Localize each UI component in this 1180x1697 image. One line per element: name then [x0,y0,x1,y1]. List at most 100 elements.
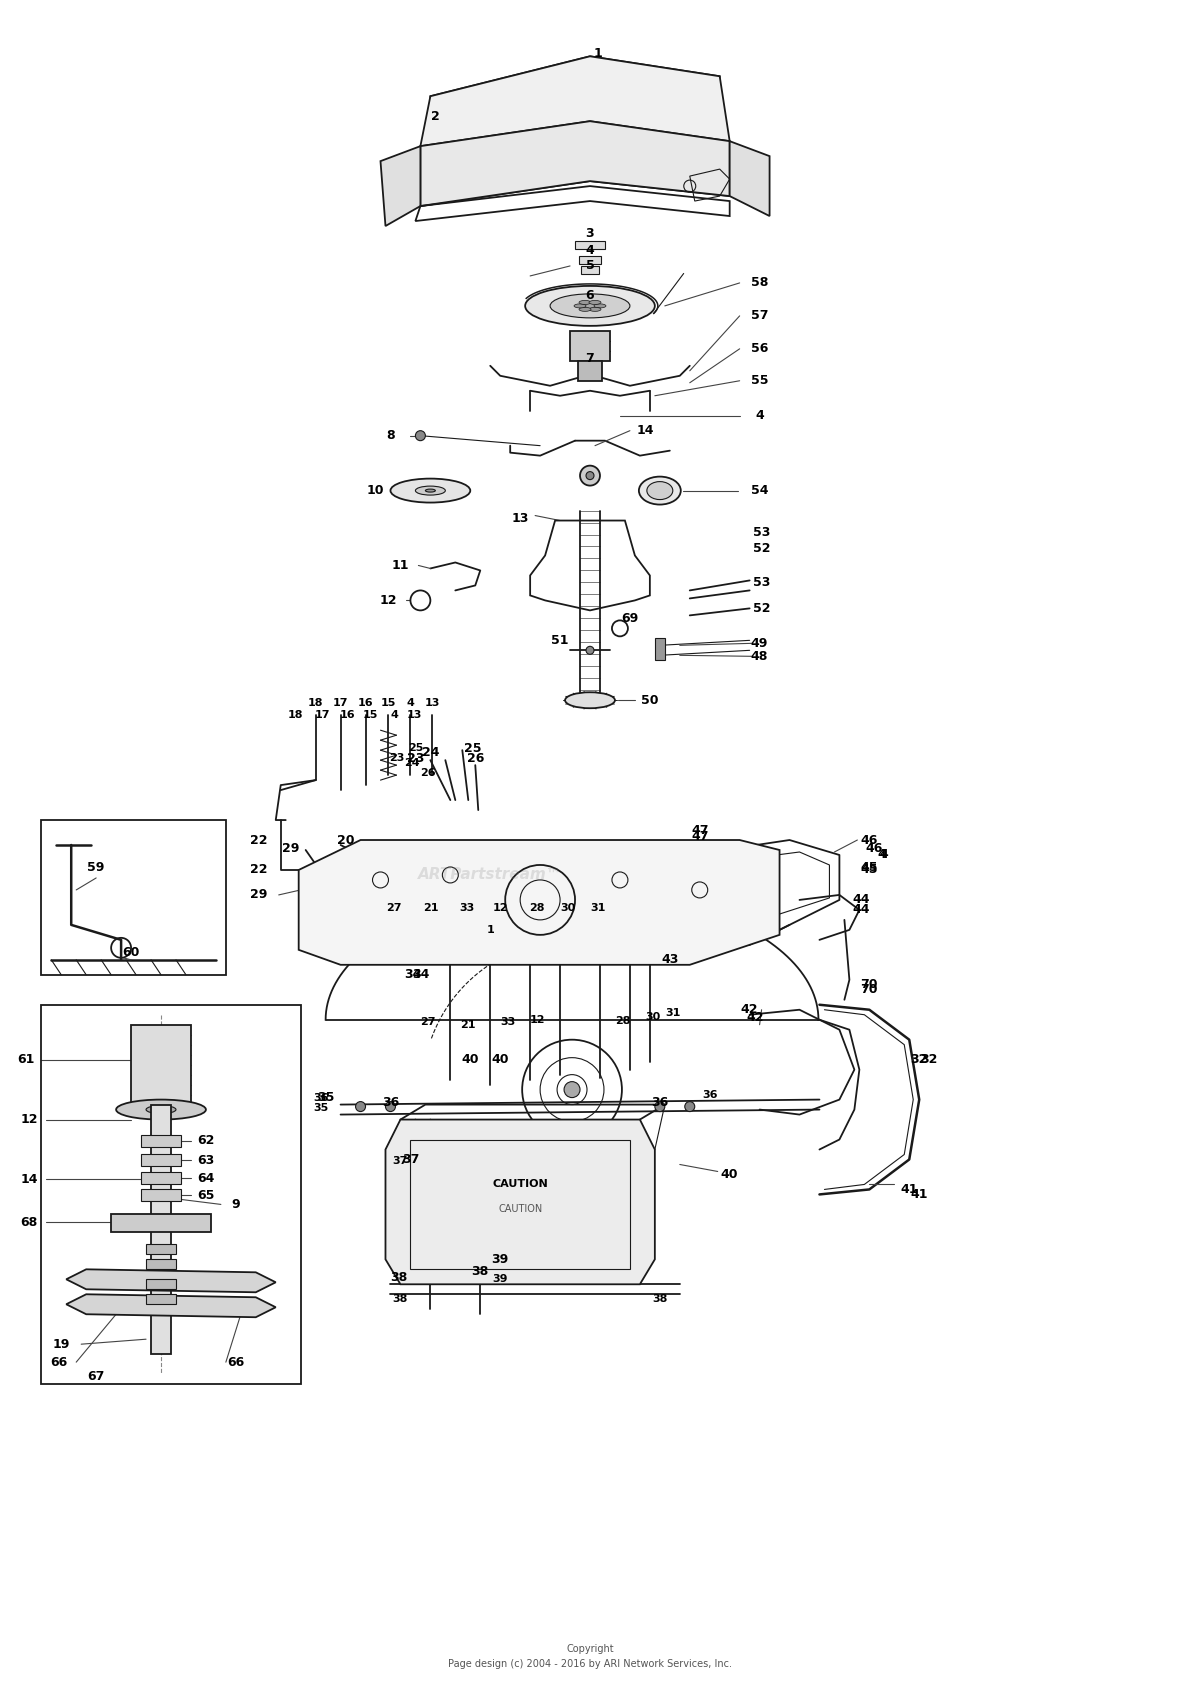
Text: 16: 16 [358,697,373,708]
Text: 46: 46 [860,833,878,847]
Text: 40: 40 [461,1054,479,1066]
Text: 23: 23 [388,753,404,764]
Ellipse shape [425,489,435,492]
Bar [142,1173,181,1185]
Text: 61: 61 [18,1054,35,1066]
Text: 14: 14 [20,1173,38,1186]
Text: 43: 43 [661,954,678,966]
Text: 58: 58 [750,277,768,290]
Text: 46: 46 [866,842,883,855]
Circle shape [386,1101,395,1112]
Text: 51: 51 [551,635,569,647]
Text: 22: 22 [250,864,268,876]
Text: 65: 65 [197,1190,215,1201]
Text: 54: 54 [750,484,768,497]
Bar [411,1139,630,1269]
Text: 52: 52 [753,602,771,614]
Text: 30: 30 [560,903,576,913]
Text: 4: 4 [877,848,886,862]
Bar [131,1025,191,1105]
Text: 34: 34 [404,969,421,981]
Text: 66: 66 [51,1356,68,1369]
Ellipse shape [146,1105,176,1113]
Polygon shape [420,120,729,205]
Text: 41: 41 [900,1183,918,1196]
Text: 62: 62 [197,1134,215,1147]
Text: 40: 40 [721,1168,739,1181]
Text: 39: 39 [492,1252,509,1266]
Text: 42: 42 [741,1003,759,1017]
Ellipse shape [589,300,601,304]
Text: 55: 55 [750,375,768,387]
Text: 42: 42 [747,1011,765,1025]
Text: 36: 36 [702,1089,717,1100]
Ellipse shape [116,1100,205,1120]
Bar [142,1135,181,1147]
Text: 25: 25 [464,742,481,755]
Text: 59: 59 [87,862,105,874]
Text: 53: 53 [753,526,771,540]
Text: 30: 30 [645,1011,660,1022]
Text: 70: 70 [860,983,878,996]
Ellipse shape [573,304,586,307]
Text: Page design (c) 2004 - 2016 by ARI Network Services, Inc.: Page design (c) 2004 - 2016 by ARI Netwo… [448,1658,732,1668]
Text: 47: 47 [691,830,708,842]
Text: 13: 13 [511,512,529,524]
Text: 22: 22 [250,833,268,847]
Text: 14: 14 [636,424,654,438]
Text: 9: 9 [231,1198,241,1212]
Bar [146,1244,176,1254]
Bar [146,1259,176,1269]
Text: 36: 36 [313,1093,328,1103]
Text: 7: 7 [585,353,595,365]
Text: 38: 38 [393,1295,408,1305]
Bar [578,361,602,380]
Text: 29: 29 [282,842,300,855]
Text: 17: 17 [333,697,348,708]
Text: 2: 2 [431,110,440,122]
Text: 23: 23 [407,752,424,765]
Text: 34: 34 [412,969,430,981]
Text: 28: 28 [530,903,545,913]
Text: 36: 36 [382,1096,399,1110]
Text: 64: 64 [197,1173,215,1185]
Text: 11: 11 [392,558,409,572]
Polygon shape [729,141,769,216]
Text: 37: 37 [401,1152,419,1166]
Ellipse shape [647,482,673,499]
Text: 3: 3 [585,226,595,239]
Text: 24: 24 [421,745,439,759]
Text: 12: 12 [20,1113,38,1127]
Circle shape [415,431,425,441]
Ellipse shape [391,479,471,502]
Text: 6: 6 [585,290,595,302]
Text: 33: 33 [460,903,474,913]
Text: 27: 27 [386,903,401,913]
Circle shape [586,472,594,480]
Text: 18: 18 [288,711,303,720]
Ellipse shape [581,302,599,309]
Text: 41: 41 [911,1188,927,1201]
Text: 45: 45 [860,864,878,876]
Bar [579,256,601,265]
Text: 38: 38 [653,1295,668,1305]
Text: 1: 1 [594,48,602,59]
Text: 56: 56 [750,343,768,355]
Text: 67: 67 [87,1369,105,1383]
Bar [142,1190,181,1201]
Bar [41,820,225,974]
Text: 4: 4 [585,244,595,258]
Text: 5: 5 [585,260,595,273]
Ellipse shape [525,285,655,326]
Text: 15: 15 [381,697,396,708]
Text: 16: 16 [340,711,355,720]
Polygon shape [386,1120,655,1285]
Bar [581,266,599,273]
Text: 15: 15 [362,711,379,720]
Text: 37: 37 [393,1156,408,1166]
Text: 8: 8 [386,429,395,443]
Text: 13: 13 [407,711,422,720]
Text: 40: 40 [491,1054,509,1066]
Bar [146,1280,176,1290]
Text: Copyright: Copyright [566,1644,614,1653]
